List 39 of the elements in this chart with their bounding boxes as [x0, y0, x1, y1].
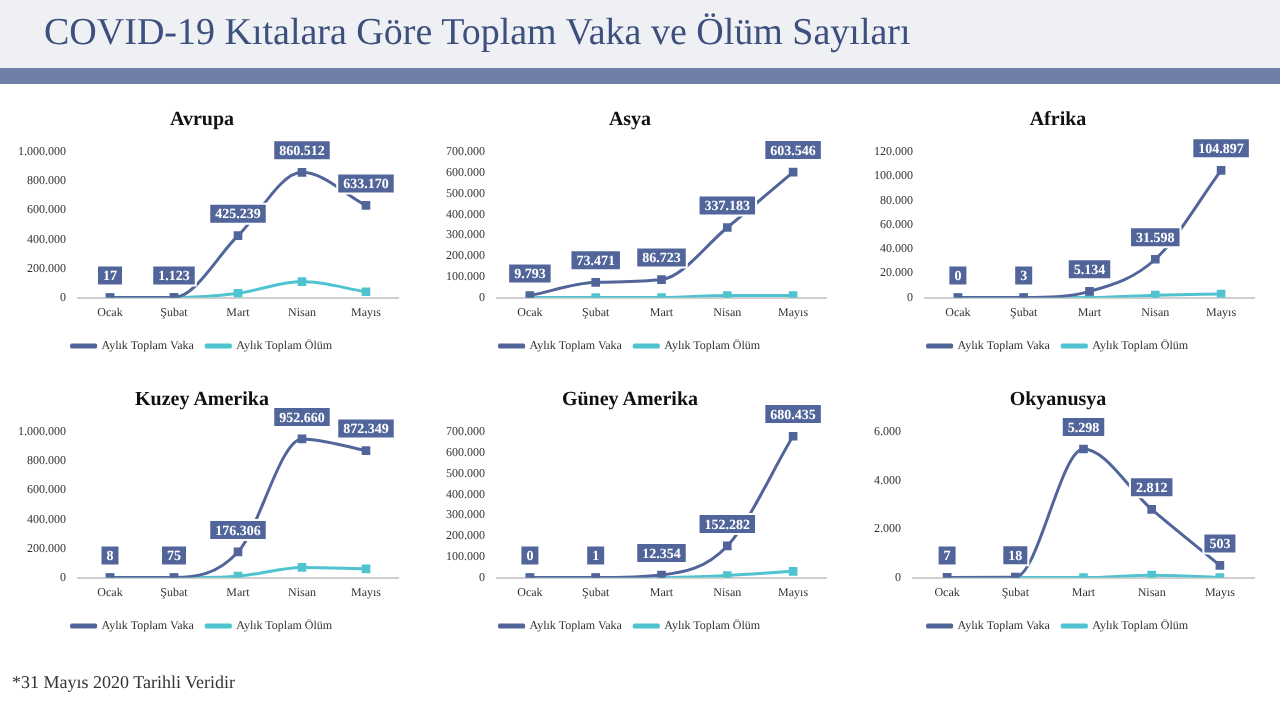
- point: [1216, 166, 1226, 175]
- point: [657, 275, 666, 284]
- point: [1150, 254, 1160, 264]
- point: [233, 571, 243, 578]
- point: [788, 291, 798, 298]
- point: [722, 291, 732, 298]
- point: [1215, 561, 1225, 570]
- point: [722, 223, 732, 232]
- point: [233, 231, 243, 241]
- chart-title: Avrupa: [169, 109, 235, 132]
- point: [297, 277, 307, 286]
- point: [1147, 570, 1157, 578]
- point: [361, 201, 371, 210]
- point: [788, 432, 798, 441]
- point: [788, 567, 798, 576]
- point: [361, 287, 371, 297]
- point: [233, 288, 243, 298]
- point: [722, 541, 732, 551]
- point: [297, 167, 307, 177]
- chart-title: Kuzey Amerika: [135, 389, 269, 412]
- point: [361, 446, 371, 455]
- point: [1079, 444, 1088, 454]
- point: [591, 277, 601, 287]
- chart-title: Güney Amerika: [561, 389, 699, 412]
- point: [1150, 290, 1160, 298]
- chart-title: Okyanusya: [1009, 389, 1107, 412]
- text: COVID-19 Kıtalara Göre Toplam Vaka ve Ölüm Sayıları: [0, 0, 1280, 68]
- point: [788, 167, 798, 177]
- point: [361, 564, 371, 574]
- text: *31 Mayıs 2020 Tarihli Veridir: [12, 672, 236, 692]
- point: [233, 547, 243, 557]
- point: [722, 571, 732, 578]
- point: [1216, 289, 1226, 298]
- point: [1147, 505, 1157, 514]
- point: [297, 434, 307, 444]
- chart-title: Asya: [608, 109, 652, 132]
- point: [297, 563, 307, 572]
- chart-title: Afrika: [1029, 109, 1087, 132]
- point: [1085, 287, 1094, 296]
